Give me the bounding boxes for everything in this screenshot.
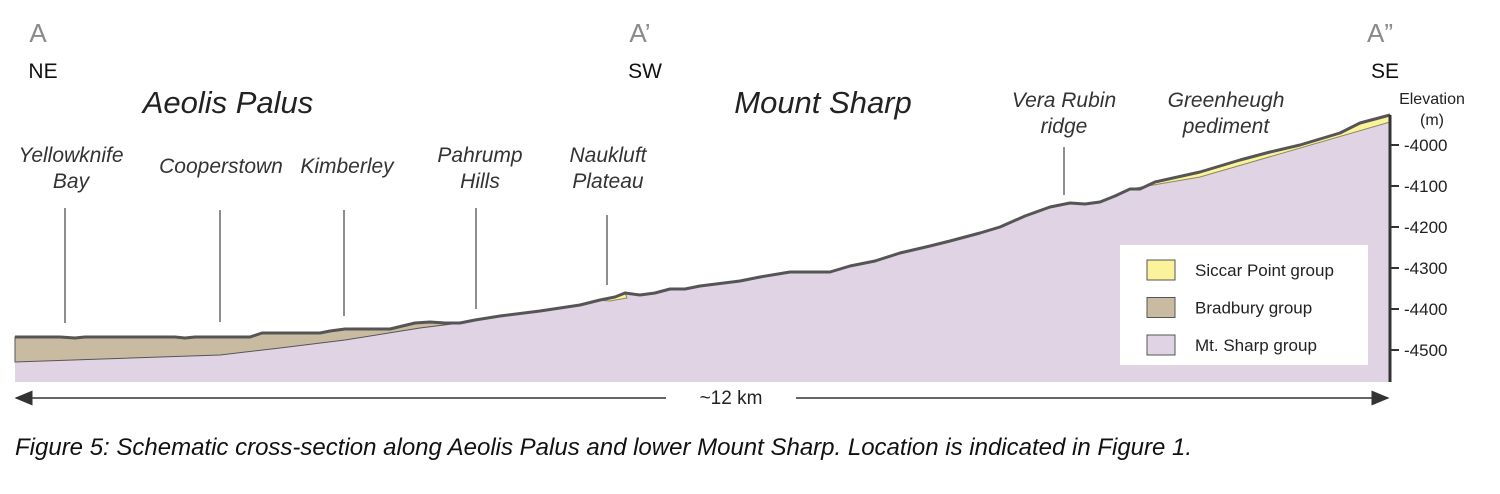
- section-direction: NE: [28, 60, 57, 83]
- axis-tick-label: -4400: [1404, 300, 1447, 319]
- section-letter: A: [29, 18, 47, 48]
- locality-label: Kimberley: [300, 155, 395, 178]
- axis-tick-label: -4000: [1404, 136, 1447, 155]
- surface-line: [15, 113, 1391, 340]
- locality-label: Cooperstown: [159, 155, 283, 178]
- section-letter: A”: [1367, 18, 1393, 48]
- axis-tick-label: -4200: [1404, 218, 1447, 237]
- region-label: Aeolis Palus: [141, 85, 314, 120]
- mt-sharp-layer: [15, 115, 1390, 382]
- axis-tick-label: -4500: [1404, 341, 1447, 360]
- locality-label: Yellowknife: [18, 144, 123, 167]
- locality-label: Vera Rubin: [1012, 89, 1116, 112]
- legend-swatch: [1146, 334, 1176, 356]
- locality-label: pediment: [1182, 115, 1271, 138]
- scale-label: ~12 km: [700, 388, 763, 409]
- locality-label: Greenheugh: [1168, 89, 1285, 112]
- locality-label: Bay: [53, 170, 91, 193]
- axis-tick-label: -4300: [1404, 259, 1447, 278]
- legend-label: Siccar Point group: [1195, 261, 1334, 280]
- section-letter: A’: [629, 18, 650, 48]
- axis-title: (m): [1420, 112, 1444, 129]
- section-direction: SW: [628, 60, 662, 83]
- axis-title: Elevation: [1399, 91, 1465, 108]
- legend-swatch: [1146, 297, 1176, 318]
- section-direction: SE: [1371, 60, 1399, 83]
- locality-label: ridge: [1041, 115, 1088, 138]
- locality-label: Plateau: [572, 170, 644, 193]
- region-label: Mount Sharp: [734, 85, 912, 120]
- locality-label: Naukluft: [569, 144, 647, 167]
- locality-label: Pahrump: [437, 144, 522, 167]
- axis-tick-label: -4100: [1404, 177, 1447, 196]
- legend-swatch: [1146, 259, 1176, 281]
- legend-label: Bradbury group: [1195, 299, 1312, 318]
- legend-label: Mt. Sharp group: [1195, 336, 1317, 355]
- caption: Figure 5: Schematic cross-section along …: [15, 434, 1192, 461]
- locality-label: Hills: [460, 170, 500, 193]
